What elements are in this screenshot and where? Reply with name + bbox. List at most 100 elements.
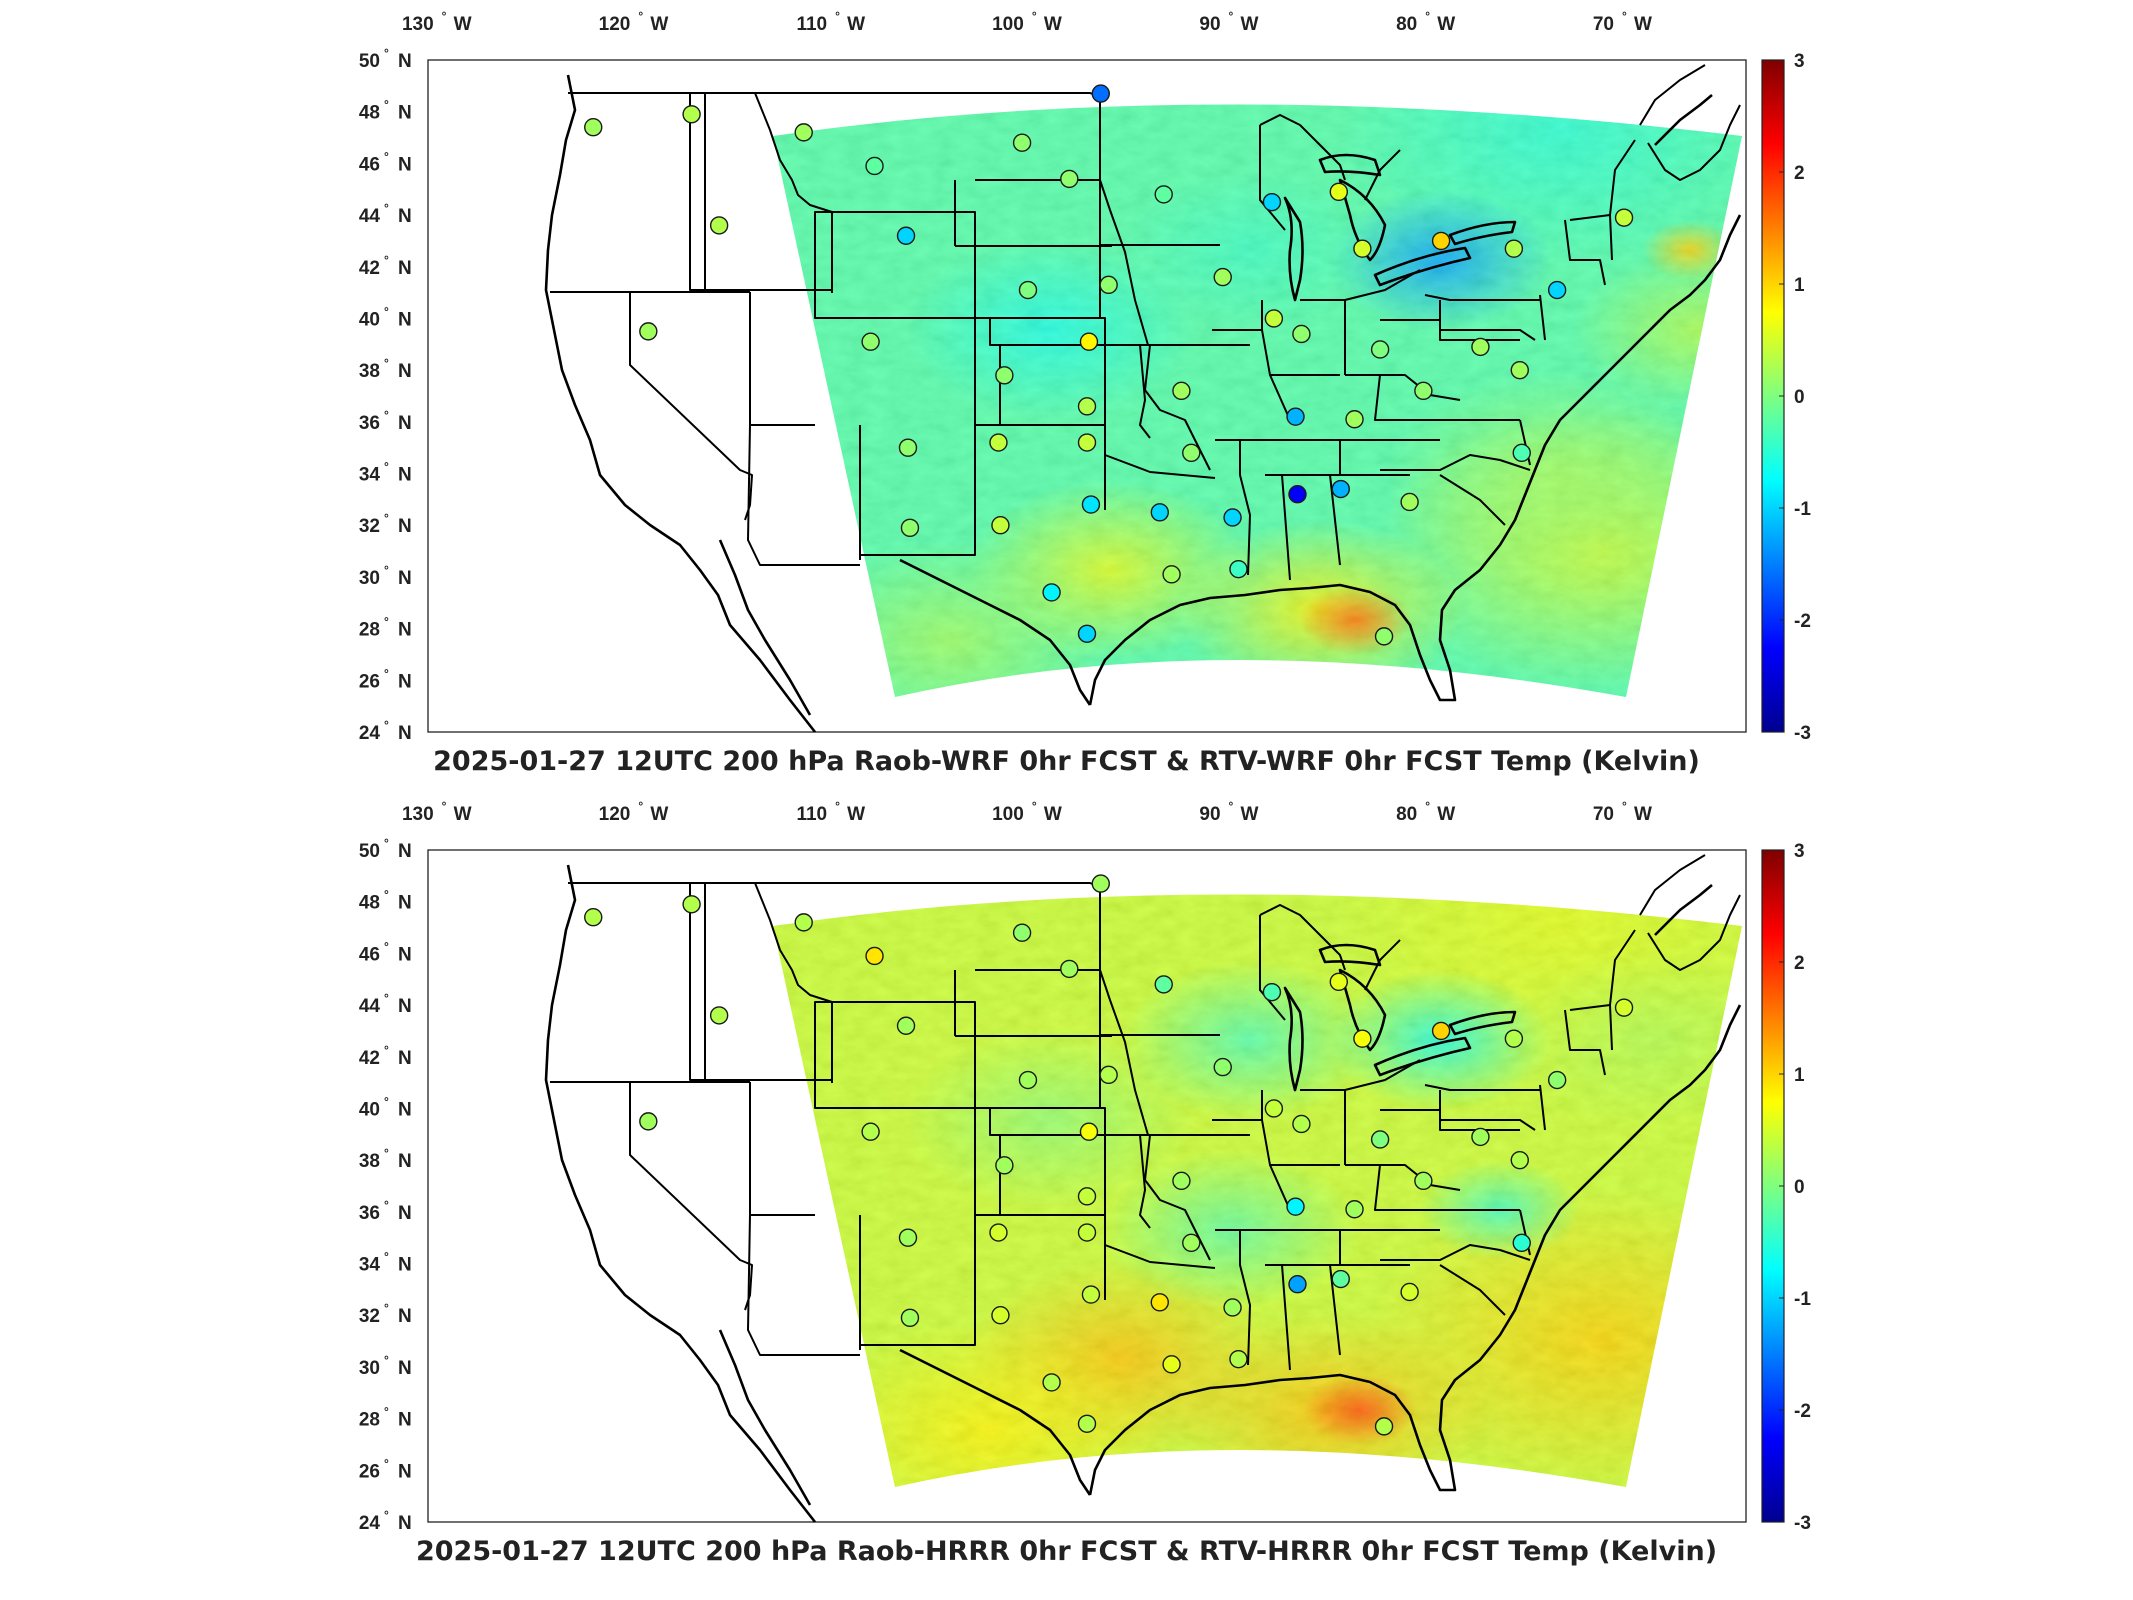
top-state-border [1647, 104, 1741, 181]
lat-tick-hemisphere: N [398, 723, 412, 744]
top-state-border [754, 92, 833, 293]
bottom-state-border [1439, 1264, 1506, 1316]
raob-station-marker [709, 1006, 729, 1025]
lat-tick-label: 50 [359, 51, 380, 72]
raob-station-marker [1223, 508, 1242, 527]
top-gulf-coast-mexico [899, 558, 1092, 706]
lon-tick-degree: ° [638, 9, 643, 23]
lon-tick-degree: ° [835, 9, 840, 23]
raob-station-marker [1345, 1200, 1364, 1219]
lat-tick-hemisphere: N [398, 568, 412, 589]
raob-station-marker [1547, 280, 1567, 300]
lat-tick-label: 30 [359, 568, 380, 589]
raob-station-marker [1288, 485, 1307, 504]
top-state-border [1144, 344, 1211, 471]
lat-tick-hemisphere: N [398, 1048, 412, 1069]
lat-tick-degree: ° [384, 356, 389, 370]
raob-station-marker [1512, 1233, 1531, 1253]
colorbar-tick-label: -3 [1794, 1513, 1811, 1534]
raob-station-marker [1353, 239, 1372, 258]
lon-tick-label: 90 [1199, 804, 1220, 825]
bottom-lon-ticks: 130 ° W 120 ° W 110 ° W 100 ° W 90 ° W 80 ° W 70 ° W [402, 799, 1652, 825]
bottom-state-border [1364, 939, 1401, 991]
bottom-state-border [1144, 1134, 1211, 1261]
lat-tick-label: 42 [359, 1048, 380, 1069]
raob-station-marker [1150, 503, 1169, 522]
raob-station-marker [1079, 1122, 1099, 1141]
top-state-border [689, 93, 832, 291]
lat-tick-hemisphere: N [398, 258, 412, 279]
lat-tick-hemisphere: N [398, 893, 412, 914]
bottom-great-lake [1373, 1036, 1472, 1077]
bottom-lat-ticks: 50 ° N48 ° N46 ° N44 ° N42 ° N40 ° N38 ° N36 ° N34 ° N32 ° N… [359, 836, 412, 1534]
top-great-lake [1373, 246, 1472, 287]
raob-station-marker [1370, 340, 1390, 359]
raob-station-marker [898, 1228, 918, 1247]
raob-station-marker [995, 366, 1014, 385]
raob-station-marker [1286, 407, 1305, 426]
colorbar-tick-label: -2 [1794, 1401, 1811, 1422]
lat-tick-degree: ° [384, 1405, 389, 1419]
lat-tick-hemisphere: N [398, 1255, 412, 1276]
lat-tick-hemisphere: N [398, 413, 412, 434]
top-state-border [1212, 329, 1291, 421]
bottom-west-coast [544, 864, 817, 1523]
raob-station-marker [1099, 1065, 1118, 1085]
raob-station-marker [1077, 1223, 1097, 1242]
raob-station-marker [1213, 1057, 1232, 1077]
lat-tick-label: 46 [359, 154, 380, 175]
colorbar-tick-label: 2 [1794, 953, 1805, 974]
lon-tick-hemisphere: W [1634, 804, 1652, 825]
lat-tick-hemisphere: N [398, 1203, 412, 1224]
bottom-state-border [1440, 1119, 1536, 1131]
top-state-border [1539, 294, 1546, 341]
raob-station-marker [1614, 998, 1634, 1017]
lat-tick-degree: ° [384, 1146, 389, 1160]
lat-tick-label: 24 [359, 723, 381, 744]
raob-station-marker [1154, 185, 1173, 204]
lat-tick-degree: ° [384, 98, 389, 112]
colorbar-tick-label: 2 [1794, 163, 1805, 184]
lon-tick-hemisphere: W [847, 804, 865, 825]
raob-station-marker [1374, 1417, 1394, 1436]
lon-tick-hemisphere: W [454, 14, 472, 35]
lat-tick-label: 44 [359, 206, 381, 227]
raob-station-marker [1510, 360, 1529, 380]
colorbar-tick-label: 3 [1794, 51, 1805, 72]
lon-tick-degree: ° [835, 799, 840, 813]
lon-tick-degree: ° [1425, 799, 1430, 813]
raob-station-marker [1060, 959, 1079, 979]
raob-station-marker [1471, 1127, 1490, 1147]
bottom-state-border [1300, 1059, 1421, 1091]
lon-tick-label: 130 [402, 804, 434, 825]
raob-station-marker [1504, 239, 1524, 258]
top-great-lake [1283, 196, 1304, 302]
bottom-state-border [1139, 1134, 1151, 1229]
top-state-border [1259, 114, 1346, 181]
bottom-state-border [1259, 915, 1286, 1021]
lat-tick-degree: ° [384, 666, 389, 680]
bottom-temperature-field [773, 894, 1742, 1487]
bottom-boundaries [544, 854, 1742, 1523]
lon-tick-hemisphere: W [1044, 804, 1062, 825]
raob-station-marker [989, 1223, 1008, 1242]
colorbar-tick-label: -1 [1794, 499, 1811, 520]
top-state-border [1139, 344, 1151, 439]
raob-station-marker [1077, 397, 1097, 416]
raob-station-marker [1229, 1349, 1248, 1369]
raob-station-marker [995, 1156, 1014, 1175]
lon-tick-degree: ° [1622, 799, 1627, 813]
raob-station-marker [900, 518, 920, 538]
top-state-border [1424, 294, 1540, 301]
lat-tick-degree: ° [384, 1456, 389, 1470]
raob-station-marker [639, 1112, 658, 1131]
colorbar-tick-label: -1 [1794, 1289, 1811, 1310]
lon-tick-label: 110 [796, 14, 827, 35]
lat-tick-hemisphere: N [398, 103, 412, 124]
lat-tick-degree: ° [384, 253, 389, 267]
raob-station-marker [1504, 1029, 1524, 1048]
lon-tick-label: 100 [992, 804, 1024, 825]
top-state-border [1374, 374, 1520, 421]
bottom-state-border [1374, 1164, 1520, 1211]
lat-tick-label: 46 [359, 944, 380, 965]
